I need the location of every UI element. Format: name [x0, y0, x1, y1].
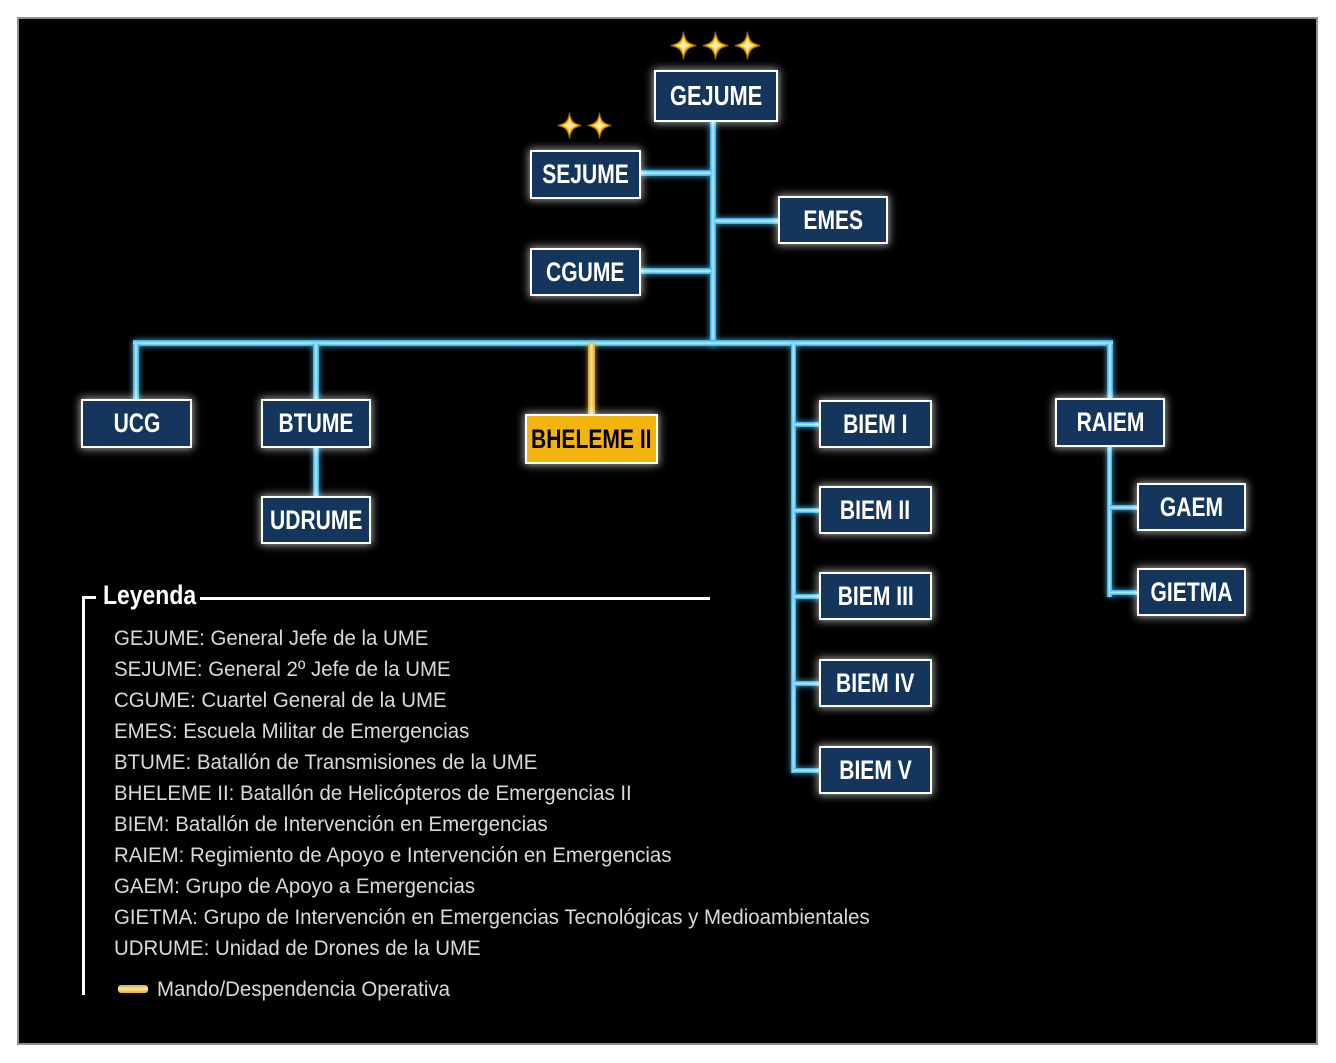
star-icon: [670, 31, 697, 60]
connector-biem-spine: [791, 344, 796, 773]
legend-entry: SEJUME: General 2º Jefe de la UME: [114, 657, 451, 681]
legend-entry: BHELEME II: Batallón de Helicópteros de …: [114, 781, 632, 805]
node-gietma: GIETMA: [1137, 568, 1246, 616]
connector-biem3-stub: [794, 594, 820, 599]
node-udrume-label: UDRUME: [269, 504, 363, 535]
connector-raiem-spine: [1107, 447, 1112, 597]
connector-ucg-drop: [133, 344, 139, 400]
legend-title: Leyenda: [103, 580, 197, 610]
connector-biem2-stub: [794, 508, 820, 513]
node-gaem: GAEM: [1137, 483, 1246, 531]
node-gaem-label: GAEM: [1159, 491, 1224, 522]
connector-bheleme-gold-drop: [588, 344, 595, 415]
node-raiem-label: RAIEM: [1076, 407, 1144, 437]
node-biem-iv: BIEM IV: [819, 659, 932, 707]
connector-emes: [715, 218, 779, 224]
connector-udrume-link: [313, 447, 319, 497]
node-cgume: CGUME: [530, 248, 641, 296]
star-icon: [702, 31, 729, 60]
node-biem-ii-label: BIEM II: [840, 494, 911, 525]
node-bheleme-ii: BHELEME II: [525, 414, 658, 464]
node-raiem: RAIEM: [1055, 398, 1165, 447]
connector-main-horizontal: [133, 340, 1113, 346]
node-gietma-label: GIETMA: [1150, 576, 1233, 607]
connector-gaem-stub: [1110, 505, 1137, 510]
star-icon: [587, 112, 612, 139]
connector-btume-drop: [313, 344, 319, 400]
legend-entries: GEJUME: General Jefe de la UME SEJUME: G…: [114, 623, 894, 964]
connector-raiem-drop: [1107, 344, 1113, 399]
legend-operational-label: Mando/Despendencia Operativa: [157, 977, 450, 1001]
node-biem-ii: BIEM II: [819, 486, 932, 534]
connector-cgume: [641, 268, 711, 274]
node-emes-label: EMES: [803, 204, 863, 235]
legend-entry: BTUME: Batallón de Transmisiones de la U…: [114, 750, 538, 774]
node-cgume-label: CGUME: [546, 256, 625, 287]
legend-entry: CGUME: Cuartel General de la UME: [114, 688, 447, 712]
legend-entry: RAIEM: Regimiento de Apoyo e Intervenció…: [114, 843, 672, 867]
node-biem-iii-label: BIEM III: [837, 580, 914, 611]
connector-gietma-stub: [1110, 590, 1137, 595]
node-bheleme-ii-label: BHELEME II: [531, 423, 652, 454]
gejume-rank-stars: [669, 31, 762, 60]
node-gejume-label: GEJUME: [669, 80, 763, 111]
node-biem-iii: BIEM III: [819, 572, 932, 620]
node-biem-v-label: BIEM V: [839, 754, 912, 785]
legend-title-rule: [200, 597, 710, 600]
connector-biem4-stub: [794, 681, 820, 686]
legend-entry: UDRUME: Unidad de Drones de la UME: [114, 936, 481, 960]
connector-biem1-stub: [794, 422, 820, 427]
node-ucg: UCG: [81, 399, 192, 448]
node-gejume: GEJUME: [654, 70, 778, 122]
legend-entry: GIETMA: Grupo de Intervención en Emergen…: [114, 905, 870, 929]
gold-line-swatch-icon: [118, 985, 148, 993]
node-biem-i: BIEM I: [819, 400, 932, 448]
node-emes: EMES: [778, 196, 888, 244]
sejume-rank-stars: [556, 112, 613, 139]
legend-entry: BIEM: Batallón de Intervención en Emerge…: [114, 812, 548, 836]
node-biem-iv-label: BIEM IV: [836, 667, 915, 698]
node-sejume-label: SEJUME: [542, 159, 629, 189]
star-icon: [557, 112, 582, 139]
node-btume-label: BTUME: [278, 408, 354, 438]
legend-entry: GAEM: Grupo de Apoyo a Emergencias: [114, 874, 476, 898]
legend-bracket-line: [82, 596, 85, 995]
node-biem-i-label: BIEM I: [843, 408, 908, 439]
connector-sejume: [641, 170, 711, 176]
star-icon: [734, 31, 761, 60]
connector-biem5-stub: [794, 768, 820, 773]
legend-entry: GEJUME: General Jefe de la UME: [114, 626, 429, 650]
node-sejume: SEJUME: [530, 150, 641, 199]
node-biem-v: BIEM V: [819, 746, 932, 794]
legend-entry: EMES: Escuela Militar de Emergencias: [114, 719, 470, 743]
chart-board: [17, 17, 1318, 1045]
node-ucg-label: UCG: [113, 408, 160, 438]
legend-bracket-dash: [82, 596, 96, 599]
node-btume: BTUME: [261, 399, 371, 448]
connector-gejume-trunk: [710, 122, 716, 346]
node-udrume: UDRUME: [261, 496, 371, 544]
